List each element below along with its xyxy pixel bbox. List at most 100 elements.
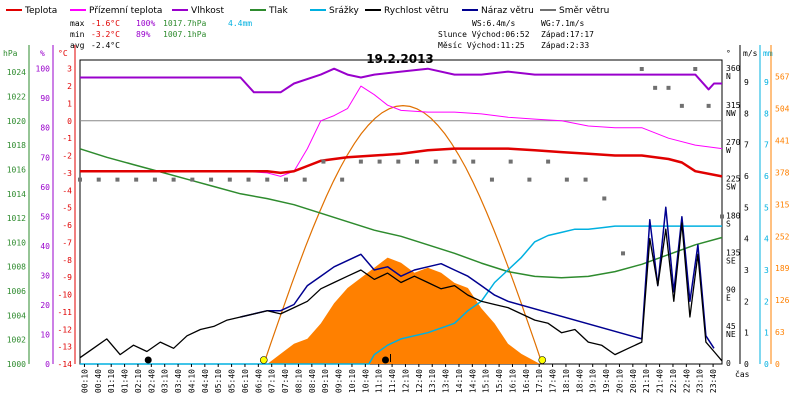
pct-axis-tick-label: 50 [40, 212, 50, 221]
x-tick-label: 08:10 [294, 369, 303, 393]
dir-tick-compass: S [726, 220, 731, 229]
x-tick-label: 02:10 [134, 369, 143, 393]
legend-label-teplota: Teplota [24, 6, 57, 16]
stats-moon-rise: Měsíc Východ:11:25 [438, 41, 525, 50]
legend-label-rychlost: Rychlost větru [384, 6, 449, 16]
smer-point [471, 159, 476, 164]
stats-max-label: max [70, 19, 85, 28]
legend-label-srazky: Srážky [329, 6, 360, 16]
ms-tick-label: 7 [744, 141, 749, 150]
hpa-tick-label: 1000 [7, 360, 26, 369]
temp-tick-label: -1 [62, 134, 72, 143]
hpa-tick-label: 1012 [7, 214, 26, 223]
ms-tick-label: 9 [744, 78, 749, 87]
x-tick-label: 12:40 [415, 369, 424, 393]
smer-point [302, 177, 307, 182]
pct-axis-tick-label: 40 [40, 242, 50, 251]
stats-avg-temp: -2.4°C [91, 41, 120, 50]
x-tick-label: 15:10 [482, 369, 491, 393]
x-tick-label: 01:40 [121, 369, 130, 393]
temp-tick-label: -6 [62, 221, 72, 230]
dir-tick-compass: W [726, 146, 731, 155]
smer-point [171, 177, 176, 182]
stats-max-temp: -1.6°C [91, 19, 120, 28]
pct-axis-tick-label: 10 [40, 330, 50, 339]
x-tick-label: 04:40 [201, 369, 210, 393]
temp-tick-label: -7 [62, 238, 72, 247]
hpa-axis-title: hPa [3, 49, 18, 58]
temp-tick-label: 2 [67, 82, 72, 91]
mm-tick-label: 5 [764, 203, 769, 212]
x-tick-label: 12:10 [401, 369, 410, 393]
sunset-marker [538, 356, 547, 364]
mm-tick-label: 0 [764, 360, 769, 369]
stats-sun-set: Západ:17:17 [541, 30, 594, 39]
hpa-tick-label: 1020 [7, 117, 26, 126]
temp-tick-label: -3 [62, 169, 72, 178]
smer-point [96, 177, 101, 182]
x-tick-label: 14:10 [455, 369, 464, 393]
axes: hPa1024102210201018101610141012101010081… [3, 45, 790, 369]
wm2-tick-label: 441 [775, 137, 790, 146]
mm-tick-label: 3 [764, 266, 769, 275]
hpa-tick-label: 1006 [7, 287, 26, 296]
x-tick-label: 05:10 [214, 369, 223, 393]
dir-tick-compass: NW [726, 109, 736, 118]
dir-axis-title: ° [726, 49, 731, 58]
legend: Teplota Přízemní teplota Vlhkost Tlak Srážky… [6, 6, 609, 16]
x-tick-label: 05:40 [228, 369, 237, 393]
smer-point [265, 177, 270, 182]
series-naraz-line [240, 206, 715, 349]
moonset-marker [144, 356, 152, 364]
series-tlak-line [79, 148, 723, 279]
wm2-tick-label: 504 [775, 105, 790, 114]
smer-point [152, 177, 157, 182]
smer-point [396, 159, 401, 164]
smer-point [433, 159, 438, 164]
smer-point [489, 177, 494, 182]
smer-point [415, 159, 420, 164]
mm-tick-label: 9 [764, 78, 769, 87]
plot-area [78, 67, 724, 365]
x-tick-label: 09:40 [335, 369, 344, 393]
smer-point [527, 177, 532, 182]
x-tick-label: 10:10 [348, 369, 357, 393]
mm-tick-label: 2 [764, 297, 769, 306]
x-axis-label: čas [735, 369, 750, 379]
ms-axis-title: m/s [743, 49, 758, 58]
smer-point [452, 159, 457, 164]
mm-tick-label: 4 [764, 235, 769, 244]
hpa-tick-label: 1014 [7, 190, 26, 199]
dir-tick-label: 180 [726, 212, 741, 221]
ms-tick-label: 5 [744, 203, 749, 212]
x-tick-label: 03:40 [174, 369, 183, 393]
dir-tick-label: 315 [726, 101, 741, 110]
stats-rain: 4.4mm [228, 19, 252, 28]
legend-label-prizemni: Přízemní teplota [89, 6, 162, 16]
hpa-tick-label: 1022 [7, 92, 26, 101]
stats-min-press: 1007.1hPa [163, 30, 207, 39]
smer-point [358, 159, 363, 164]
temp-axis-title: °C [58, 49, 68, 58]
mm-tick-label: 7 [764, 141, 769, 150]
pct-axis-tick-label: 30 [40, 271, 50, 280]
smer-point [227, 177, 232, 182]
dir-tick-compass: SE [726, 256, 736, 265]
smer-point [209, 177, 214, 182]
wm2-tick-label: 63 [775, 328, 785, 337]
smer-point [720, 214, 724, 219]
x-tick-label: 22:40 [682, 369, 691, 393]
smer-point [564, 177, 569, 182]
dir-tick-label: 0 [726, 359, 731, 368]
pct-axis-tick-label: 80 [40, 124, 50, 133]
smer-point [283, 177, 288, 182]
temp-tick-label: -11 [58, 308, 73, 317]
temp-tick-label: 3 [67, 65, 72, 74]
x-tick-label: 20:10 [615, 369, 624, 393]
stats-ws: WS:6.4m/s [472, 19, 516, 28]
x-tick-label: 18:40 [575, 369, 584, 393]
stats-min-label: min [70, 30, 85, 39]
hpa-tick-label: 1016 [7, 165, 26, 174]
temp-tick-label: 0 [67, 117, 72, 126]
temp-tick-label: -4 [62, 186, 72, 195]
